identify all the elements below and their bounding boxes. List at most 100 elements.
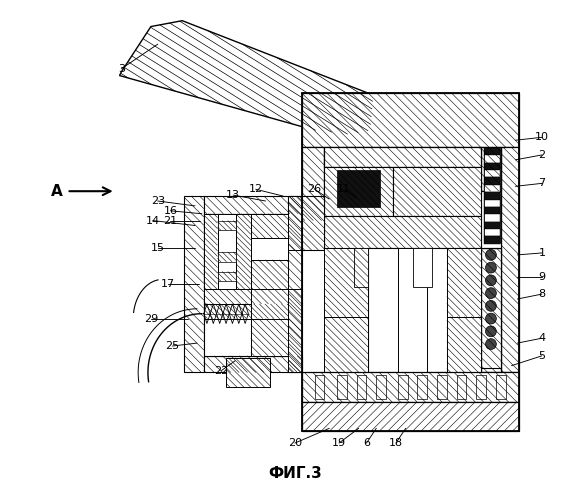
Bar — [376, 376, 386, 399]
Bar — [484, 170, 500, 177]
Text: 26: 26 — [308, 184, 322, 194]
Bar — [484, 192, 500, 200]
Bar — [484, 156, 500, 163]
Bar — [354, 248, 369, 287]
Bar — [496, 376, 506, 399]
Polygon shape — [217, 272, 236, 281]
Polygon shape — [500, 147, 519, 372]
Text: 9: 9 — [538, 272, 545, 282]
Bar — [484, 178, 500, 185]
Polygon shape — [324, 316, 369, 372]
Polygon shape — [288, 289, 302, 372]
Bar — [484, 163, 500, 170]
Circle shape — [485, 288, 496, 298]
Polygon shape — [302, 372, 519, 402]
Text: 22: 22 — [214, 366, 228, 376]
Polygon shape — [288, 196, 302, 372]
Polygon shape — [204, 214, 217, 289]
Text: 14: 14 — [146, 216, 160, 226]
Bar — [476, 376, 486, 399]
Polygon shape — [324, 147, 481, 167]
Bar — [357, 376, 367, 399]
Circle shape — [485, 250, 496, 260]
Text: ФИГ.3: ФИГ.3 — [268, 466, 322, 481]
Polygon shape — [302, 402, 519, 432]
Polygon shape — [302, 147, 324, 220]
Bar — [484, 229, 500, 236]
Polygon shape — [324, 216, 481, 248]
Text: 17: 17 — [161, 280, 175, 289]
Text: 21: 21 — [164, 216, 178, 226]
Polygon shape — [324, 248, 369, 316]
Bar — [457, 376, 467, 399]
Polygon shape — [227, 358, 270, 387]
Polygon shape — [217, 220, 236, 230]
Polygon shape — [184, 196, 204, 372]
Circle shape — [485, 262, 496, 273]
Circle shape — [485, 313, 496, 324]
Bar — [481, 191, 500, 248]
Polygon shape — [447, 248, 481, 316]
Text: А: А — [51, 184, 62, 198]
Text: 25: 25 — [165, 341, 179, 351]
Text: 3: 3 — [118, 64, 125, 74]
Polygon shape — [393, 166, 481, 216]
Bar — [484, 185, 500, 192]
Polygon shape — [324, 166, 393, 216]
Text: 11: 11 — [337, 184, 351, 194]
Bar — [484, 222, 500, 229]
Text: 13: 13 — [226, 190, 240, 200]
Bar — [337, 170, 380, 207]
Polygon shape — [481, 248, 500, 372]
Bar — [484, 214, 500, 222]
Polygon shape — [302, 93, 519, 147]
Bar — [288, 250, 302, 289]
Polygon shape — [447, 316, 481, 372]
Polygon shape — [204, 304, 288, 318]
Text: 19: 19 — [332, 438, 346, 448]
Polygon shape — [120, 20, 373, 134]
Circle shape — [485, 275, 496, 286]
Bar — [484, 148, 500, 156]
Polygon shape — [251, 214, 288, 238]
Bar — [484, 207, 500, 214]
Text: 18: 18 — [389, 438, 403, 448]
Text: 8: 8 — [538, 289, 545, 299]
Bar — [437, 376, 447, 399]
Polygon shape — [204, 196, 302, 214]
Bar — [484, 200, 500, 207]
Bar — [204, 214, 288, 356]
Polygon shape — [204, 289, 288, 304]
Text: 29: 29 — [144, 314, 158, 324]
Bar — [315, 376, 324, 399]
Bar — [251, 238, 288, 260]
Polygon shape — [302, 196, 324, 250]
Text: 6: 6 — [363, 438, 370, 448]
Polygon shape — [251, 260, 288, 289]
Bar — [398, 248, 427, 372]
Text: 4: 4 — [538, 333, 545, 343]
Bar — [369, 248, 481, 372]
Bar — [412, 248, 432, 287]
Text: 16: 16 — [164, 206, 178, 216]
Text: 10: 10 — [535, 132, 549, 142]
Circle shape — [485, 326, 496, 336]
Text: 7: 7 — [538, 178, 545, 188]
Polygon shape — [236, 214, 251, 289]
Text: 12: 12 — [249, 184, 263, 194]
Text: 20: 20 — [288, 438, 302, 448]
Polygon shape — [251, 318, 288, 356]
Polygon shape — [481, 147, 500, 191]
Bar — [484, 236, 500, 244]
Text: 15: 15 — [151, 243, 165, 253]
Bar — [251, 289, 288, 318]
Polygon shape — [217, 252, 236, 262]
Polygon shape — [204, 356, 302, 372]
Text: 1: 1 — [538, 248, 545, 258]
Text: 2: 2 — [538, 150, 545, 160]
Bar — [398, 376, 408, 399]
Circle shape — [485, 338, 496, 349]
Circle shape — [485, 300, 496, 311]
Bar — [337, 376, 347, 399]
Text: 5: 5 — [538, 351, 545, 361]
